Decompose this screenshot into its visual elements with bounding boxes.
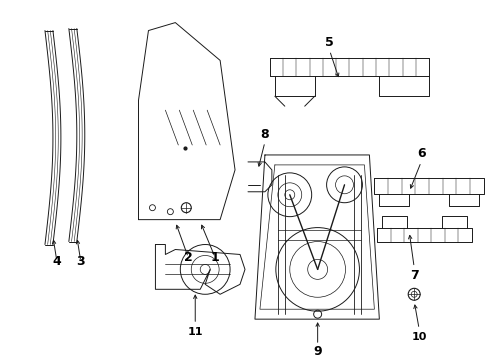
Text: 8: 8 [261,127,269,140]
Text: 1: 1 [211,251,220,264]
Text: 4: 4 [52,255,61,268]
Text: 7: 7 [410,269,418,282]
Text: 10: 10 [412,332,427,342]
Text: 9: 9 [313,345,322,357]
Text: 3: 3 [76,255,85,268]
Text: 2: 2 [184,251,193,264]
Text: 6: 6 [417,148,425,161]
Text: 11: 11 [188,327,203,337]
Text: 5: 5 [325,36,334,49]
